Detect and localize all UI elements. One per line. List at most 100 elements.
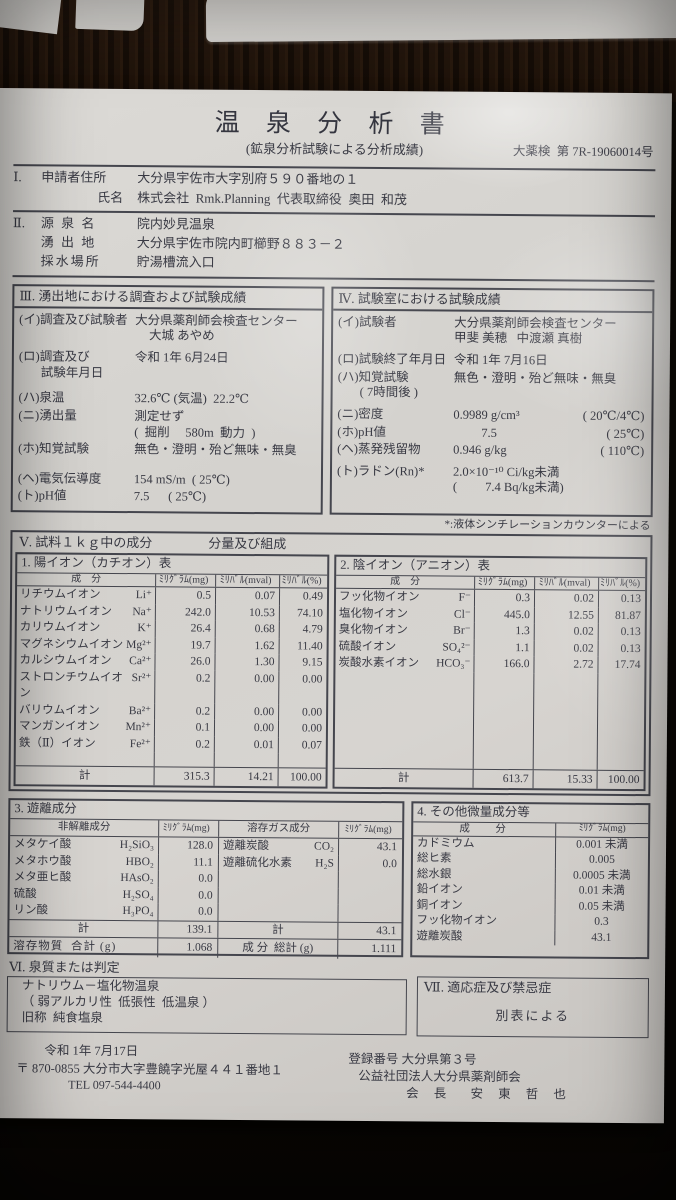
cell-mg: 0.3 <box>473 589 535 607</box>
ion-name: ナトリウムイオン <box>19 604 112 618</box>
ion-formula: F⁻ <box>458 591 472 604</box>
table-total-row: 計 613.7 15.33 100.00 <box>334 767 644 790</box>
document-number: 大薬検 第 7R-19060014号 <box>513 144 654 161</box>
field-value: 0.9989 g/cm³ ( 20℃/4℃) <box>453 407 646 424</box>
field-value-line: ( 7.4 Bq/kg未満) <box>452 479 564 495</box>
total-mval: 15.33 <box>532 770 597 789</box>
table-row: 総水銀 0.0005 未満 <box>413 867 648 885</box>
section-indications: Ⅶ. 適応症及び禁忌症 別表による <box>416 976 650 1039</box>
ion-name: 鉄（Ⅱ）イオン <box>18 736 96 750</box>
cell-pct: 74.10 <box>278 604 327 622</box>
cell-mg: 0.0 <box>157 870 218 888</box>
field-label: (ヘ)蒸発残留物 <box>337 441 421 457</box>
ion-formula: SO₄²⁻ <box>442 641 471 654</box>
field-row: (ハ)泉温 32.6℃ (気温) 22.2℃ <box>19 390 317 408</box>
cell-empty <box>153 752 214 767</box>
issuer-organization: 公益社団法人大分県薬剤師会 <box>358 1068 521 1084</box>
table-title: 1. 陽イオン（カチオン）表 <box>17 554 328 576</box>
component-name: 遊離硫化水素 <box>222 856 292 869</box>
field-label: (ヘ)電気伝導度 <box>17 470 102 486</box>
field-label-line: (ロ)調査及び <box>18 349 90 364</box>
free-components-table: 3. 遊離成分 非解離成分 ﾐﾘｸﾞﾗﾑ(mg) 溶存ガス成分 ﾐﾘｸﾞﾗﾑ(m… <box>7 798 405 960</box>
document-paper: 温 泉 分 析 書 (鉱泉分析試験による分析成績) 大薬検 第 7R-19060… <box>0 88 672 1124</box>
section-title: Ⅲ. 湧出地における調査および試験成績 <box>14 287 323 311</box>
ion-formula: Na⁺ <box>132 605 152 618</box>
cell-name: メタホウ酸 HBO₂ <box>10 853 158 871</box>
cell-mval: 0.00 <box>213 719 279 737</box>
field-value: 大分県薬剤師会検査センター 大城 あやめ <box>135 313 317 346</box>
cell-mg: 19.7 <box>154 636 215 654</box>
ion-formula: Ca²⁺ <box>129 655 152 668</box>
field-row: Ⅱ. 源 泉 名 院内妙見温泉 <box>13 215 655 236</box>
cell-value: 0.005 <box>554 852 649 869</box>
col-header: 成 分 <box>71 573 102 585</box>
field-value: 大分県薬剤師会検査センター 甲斐 美穂 中渡瀬 真樹 <box>454 315 647 348</box>
field-value-line: 大分県薬剤師会検査センター <box>454 315 617 331</box>
field-row: (ニ)密度 0.9989 g/cm³ ( 20℃/4℃) <box>337 407 646 425</box>
field-value: 院内妙見温泉 <box>136 215 216 232</box>
document-number-value: 7R-19060014号 <box>572 144 654 160</box>
cell-empty <box>596 673 645 771</box>
cell-empty <box>213 752 278 768</box>
cell-pct: 9.15 <box>278 654 327 672</box>
cell-pct: 0.07 <box>277 736 326 754</box>
component-formula: HBO₂ <box>125 855 154 868</box>
section-number: Ⅰ. <box>13 169 22 185</box>
table-row: フッ化物イオン 0.3 <box>412 914 648 931</box>
cell-name: 炭酸水素イオン HCO₃⁻ <box>335 655 473 673</box>
cell-value: 0.3 <box>554 914 648 931</box>
section-applicant: Ⅰ. 申請者住所 大分県宇佐市大字別府５９０番地の１ 氏名 株式会社 Rmk.P… <box>13 169 655 210</box>
field-label-line: 試験年月日 <box>40 365 104 380</box>
col-header: ﾐﾘｸﾞﾗﾑ(mg) <box>158 819 219 837</box>
total-label: 計 <box>217 921 338 939</box>
cell-name: 鉄（Ⅱ）イオン Fe²⁺ <box>16 735 154 753</box>
lower-tables: 3. 遊離成分 非解離成分 ﾐﾘｸﾞﾗﾑ(mg) 溶存ガス成分 ﾐﾘｸﾞﾗﾑ(m… <box>7 798 651 960</box>
ion-formula: Mg²⁺ <box>126 638 152 651</box>
cell-mval: 0.68 <box>214 620 279 638</box>
field-value: 株式会社 Rmk.Planning 代表取締役 奥田 和茂 <box>137 189 407 207</box>
cell-name: カリウムイオン K⁺ <box>17 619 155 637</box>
cell-mval: 0.02 <box>533 639 598 657</box>
issuer-president: 会 長 安 東 哲 也 <box>406 1086 572 1102</box>
field-value-line: 大城 あやめ <box>149 328 215 344</box>
component-formula: H₂SO₄ <box>122 888 154 901</box>
section-subtitle: 分量及び組成 <box>208 535 287 552</box>
cell-name: 硫酸イオン SO₄²⁻ <box>336 638 474 656</box>
field-label: (ト)pH値 <box>17 488 67 503</box>
cell-name: バリウムイオン Ba²⁺ <box>16 702 154 720</box>
ion-name: リチウムイオン <box>19 588 101 601</box>
col-header: ﾐﾘｸﾞﾗﾑ(mg) <box>555 823 649 837</box>
section-number: Ⅱ. <box>12 214 26 230</box>
field-row: Ⅰ. 申請者住所 大分県宇佐市大字別府５９０番地の１ <box>13 169 655 190</box>
cell-mval: 12.55 <box>533 606 598 624</box>
table-filler <box>335 671 645 771</box>
field-row: (イ)調査及び試験者 大分県薬剤師会検査センター 大城 あやめ <box>19 312 317 346</box>
cell-name: メタケイ酸 H₂SiO₃ <box>10 836 158 854</box>
cell-mg: 0.1 <box>153 719 215 737</box>
cell-pct: 4.79 <box>278 621 327 639</box>
grand-label: 成 分 総計 (g) <box>217 938 338 959</box>
field-label: (ハ)泉温 <box>18 390 65 405</box>
cell-mval: 0.00 <box>214 670 279 704</box>
field-row: (ハ)知覚試験( 7時間後 ) 無色・澄明・殆ど無味・無臭 <box>338 369 647 403</box>
component-formula: HAsO₂ <box>120 872 154 885</box>
field-value-line: 0.9989 g/cm³ <box>453 407 520 423</box>
col-header: ﾐﾘﾊﾞﾙ(%) <box>279 574 328 588</box>
ion-tables: 1. 陽イオン（カチオン）表 成 分 ﾐﾘｸﾞﾗﾑ(mg) ﾐﾘﾊﾞﾙ(mval… <box>13 552 648 792</box>
cell-name: リチウムイオン Li⁺ <box>17 586 155 604</box>
cell-mval: 0.00 <box>214 703 279 721</box>
footer-left: 令和 1年 7月17日 〒 870-0855 大分市大字豊饒字光屋４４１番地１ … <box>6 1043 348 1102</box>
cell-mval: 0.02 <box>533 623 598 641</box>
cell-name: カルシウムイオン Ca²⁺ <box>16 652 154 670</box>
grand-total-row: 溶存物質 合計 (g) 1.068 成 分 総計 (g) 1.111 <box>9 936 402 960</box>
ion-name: マンガンイオン <box>18 720 100 733</box>
cell-mg: 0.0 <box>157 903 218 921</box>
section-lab-test: Ⅳ. 試験室における試験成績 (イ)試験者 大分県薬剤師会検査センター 甲斐 美穂… <box>329 286 655 518</box>
cell-pct: 81.87 <box>597 607 645 625</box>
section-title: Ⅵ. 泉質または判定 <box>9 959 120 976</box>
component-name: リン酸 <box>13 904 49 917</box>
cell-name: 遊離硫化水素 H₂S <box>217 854 338 872</box>
cell-pct: 0.49 <box>278 588 328 606</box>
cation-table: 1. 陽イオン（カチオン）表 成 分 ﾐﾘｸﾞﾗﾑ(mg) ﾐﾘﾊﾞﾙ(mval… <box>13 552 330 789</box>
field-row: 湧 出 地 大分県宇佐市院内町櫛野８８３－２ <box>41 234 655 255</box>
